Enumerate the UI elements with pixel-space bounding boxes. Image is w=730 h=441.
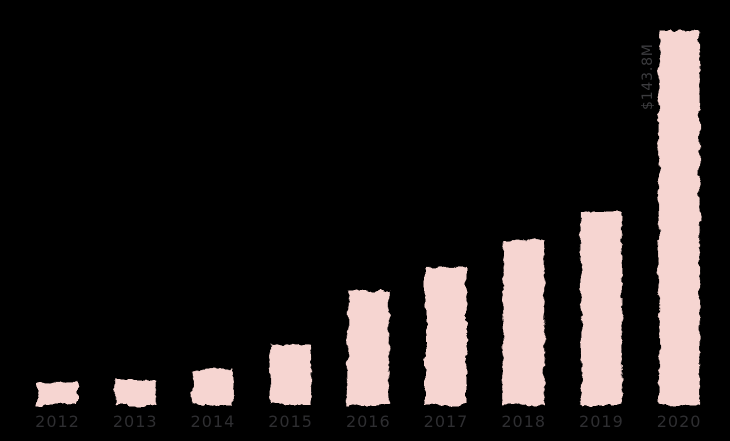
x-axis-labels: 2012 2013 2014 2015 2016 2017 2018 2019 2020: [35, 412, 702, 431]
bar-2016: [347, 290, 389, 405]
bar-2014: [192, 369, 234, 405]
bar-2015: [270, 344, 312, 405]
bar-2012: [37, 382, 78, 405]
x-axis-label-2015: 2015: [268, 412, 313, 431]
x-axis-label-2020: 2020: [657, 412, 702, 431]
bar-2020: [658, 31, 700, 405]
bar-2018: [503, 240, 545, 405]
x-axis-label-2018: 2018: [501, 412, 546, 431]
x-axis-label-2017: 2017: [424, 412, 469, 431]
x-axis-label-2019: 2019: [579, 412, 624, 431]
x-axis-label-2013: 2013: [113, 412, 158, 431]
x-axis-label-2014: 2014: [191, 412, 236, 431]
x-axis-label-2012: 2012: [35, 412, 80, 431]
x-axis-label-2016: 2016: [346, 412, 391, 431]
bar-2013: [114, 380, 156, 405]
bars-group: [37, 31, 700, 405]
bar-2017: [425, 266, 467, 405]
bar-2019: [580, 212, 622, 405]
top-bar-value-label: $143.8M: [640, 43, 656, 110]
